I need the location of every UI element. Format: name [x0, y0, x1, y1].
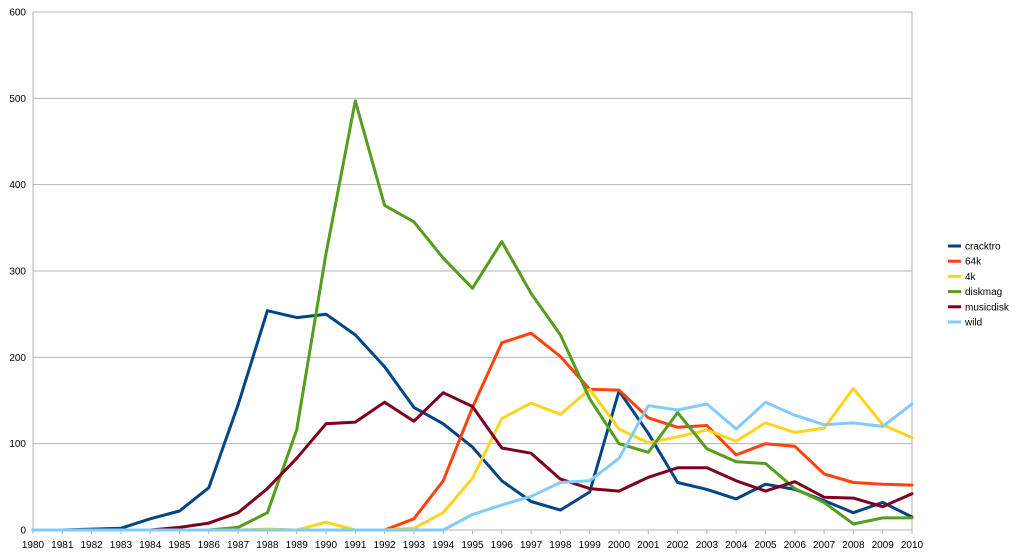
- y-axis-ticks: 0 100 200 300 400 500 600: [9, 8, 26, 537]
- x-tick-label: 1999: [579, 540, 602, 551]
- x-tick-label: 2003: [696, 540, 719, 551]
- x-tick-label: 1986: [198, 540, 221, 551]
- x-tick-label: 2007: [813, 540, 836, 551]
- series-lines: [31, 99, 914, 532]
- y-tick-label: 0: [20, 526, 26, 537]
- series-line-musicdisk: [31, 391, 914, 532]
- x-tick-label: 1984: [139, 540, 162, 551]
- legend-label-64k: 64k: [965, 257, 982, 268]
- y-tick-label: 200: [9, 353, 26, 364]
- x-tick-label: 1988: [256, 540, 279, 551]
- x-tick-label: 1990: [315, 540, 338, 551]
- x-tick-label: 2010: [901, 540, 924, 551]
- series-line-diskmag: [31, 99, 914, 532]
- x-tick-label: 1987: [227, 540, 250, 551]
- y-tick-label: 500: [9, 94, 26, 105]
- y-tick-label: 100: [9, 439, 26, 450]
- x-tick-label: 1993: [403, 540, 426, 551]
- x-tick-label: 1998: [549, 540, 572, 551]
- x-tick-label: 1996: [491, 540, 514, 551]
- legend-label-4k: 4k: [965, 272, 977, 283]
- legend: cracktro 64k 4k diskmag musicdisk wild: [948, 242, 1010, 329]
- x-tick-label: 2002: [666, 540, 689, 551]
- series-line-64k: [31, 331, 914, 532]
- x-tick-label: 2006: [784, 540, 807, 551]
- y-tick-label: 600: [9, 8, 26, 19]
- x-tick-label: 2000: [608, 540, 631, 551]
- x-tick-label: 1994: [432, 540, 455, 551]
- x-tick-label: 1997: [520, 540, 543, 551]
- x-tick-label: 1992: [373, 540, 396, 551]
- x-tick-label: 2001: [637, 540, 660, 551]
- x-tick-label: 1995: [461, 540, 484, 551]
- x-tick-label: 2004: [725, 540, 748, 551]
- y-tick-label: 400: [9, 180, 26, 191]
- x-tick-label: 1985: [168, 540, 191, 551]
- series-line-cracktro: [31, 309, 914, 532]
- legend-label-wild: wild: [964, 318, 982, 329]
- x-tick-label: 1980: [22, 540, 45, 551]
- y-tick-label: 300: [9, 267, 26, 278]
- legend-label-diskmag: diskmag: [965, 287, 1002, 298]
- x-tick-label: 1982: [80, 540, 103, 551]
- gridlines: [32, 11, 913, 531]
- x-tick-label: 2008: [842, 540, 865, 551]
- series-line-wild: [31, 400, 914, 532]
- x-tick-label: 1981: [51, 540, 74, 551]
- legend-label-cracktro: cracktro: [965, 242, 1001, 253]
- x-tick-label: 1989: [286, 540, 309, 551]
- x-axis-ticks: 1980 1981 1982 1983 1984 1985 1986 1987 1988 1989…: [22, 530, 924, 551]
- x-tick-label: 2005: [754, 540, 777, 551]
- x-tick-label: 2009: [872, 540, 895, 551]
- x-tick-label: 1991: [344, 540, 367, 551]
- legend-label-musicdisk: musicdisk: [965, 302, 1010, 313]
- x-tick-label: 1983: [110, 540, 133, 551]
